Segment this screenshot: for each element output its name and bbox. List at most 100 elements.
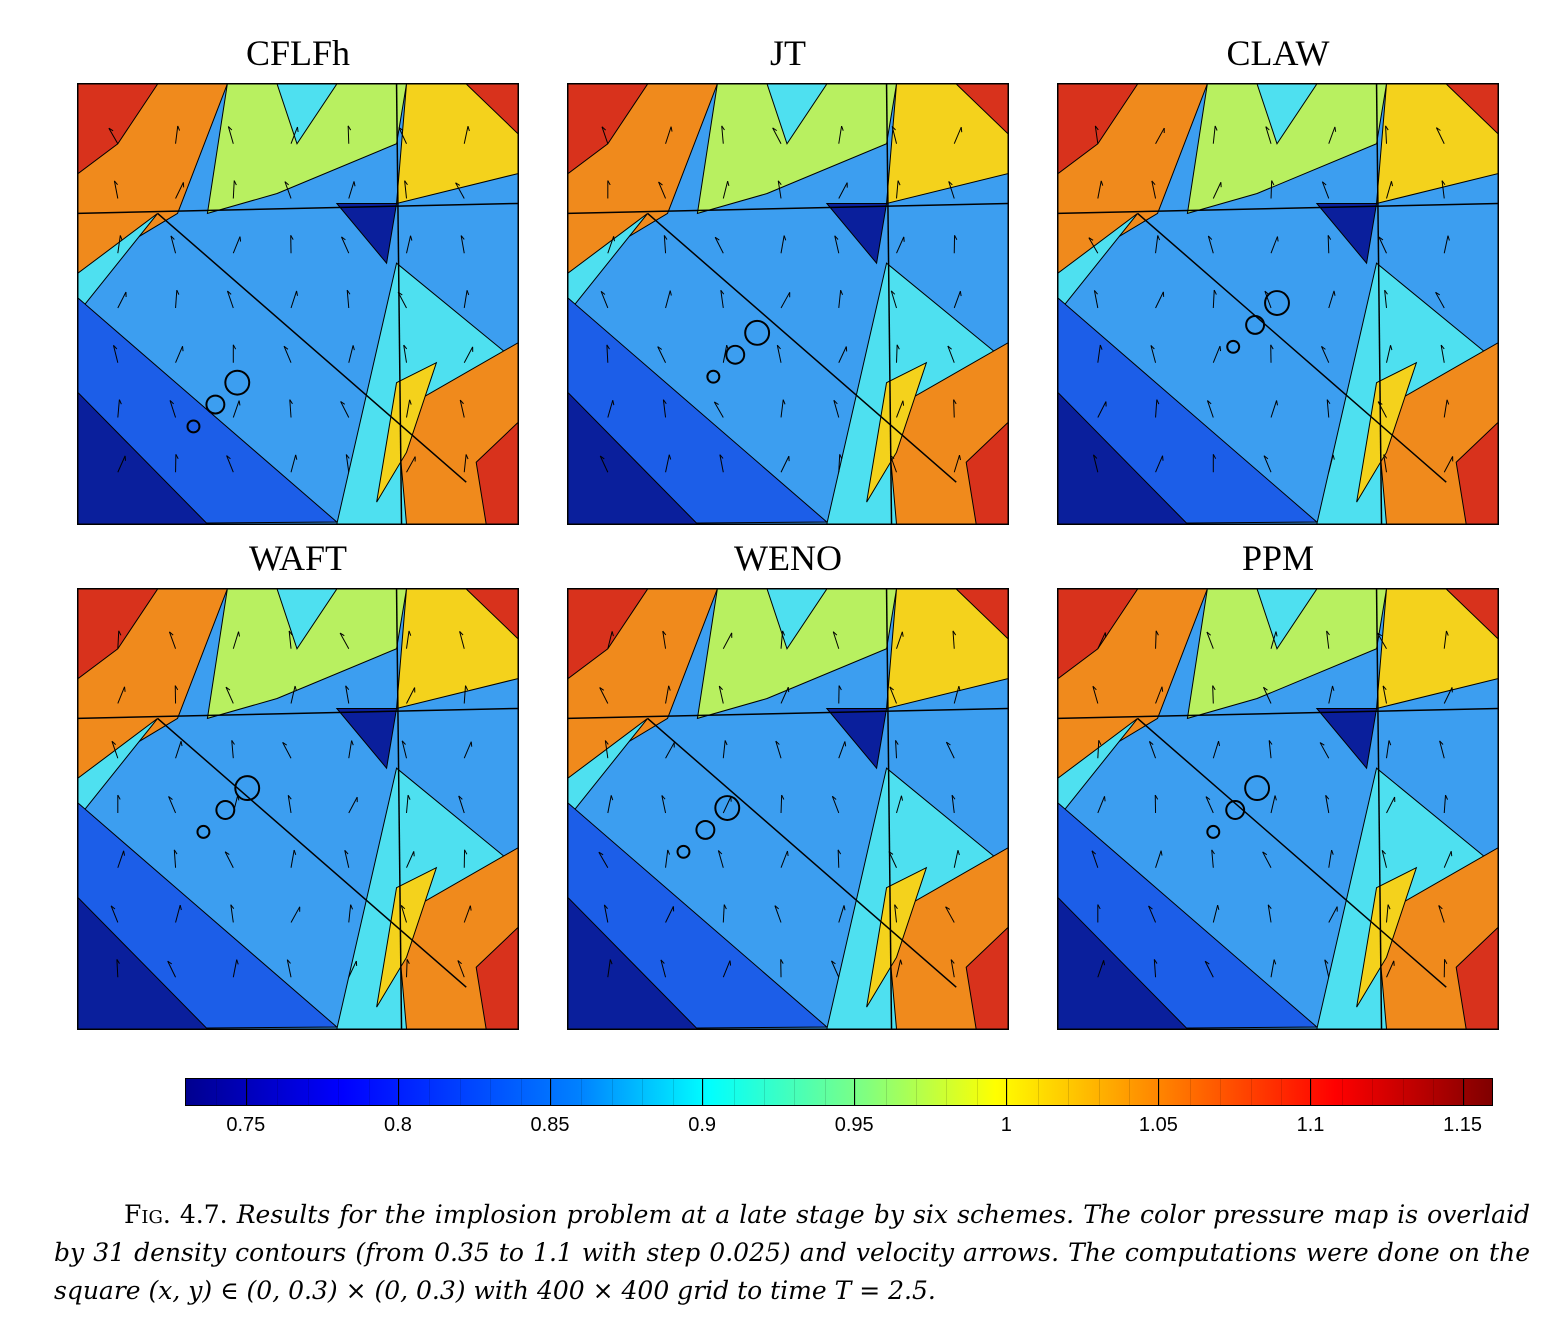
shock-line [885, 589, 893, 1029]
velocity-arrow-head [1153, 959, 1158, 964]
velocity-arrow [463, 905, 471, 923]
velocity-arrow [1150, 345, 1157, 363]
velocity-arrow-head [599, 687, 605, 691]
velocity-arrow-head [1444, 959, 1448, 964]
velocity-arrow-head [347, 125, 352, 131]
bottom-right-peak [1455, 421, 1498, 524]
velocity-arrow [406, 630, 410, 649]
velocity-arrow [657, 346, 667, 363]
velocity-arrow [1212, 904, 1219, 923]
bottom-right-band [376, 361, 438, 503]
velocity-arrow [1211, 849, 1214, 868]
velocity-arrow [1205, 796, 1214, 814]
velocity-arrow-head [1435, 291, 1441, 296]
velocity-arrow [722, 345, 728, 363]
caption-label: Fig. 4.7. [124, 1200, 228, 1229]
panel-title: CFLFh [245, 33, 351, 73]
velocity-arrow [348, 960, 357, 978]
velocity-arrow-head [1381, 850, 1386, 855]
velocity-arrow [226, 455, 234, 473]
velocity-arrow-head [888, 851, 894, 855]
velocity-arrow-head [662, 630, 667, 636]
velocity-arrow-head [119, 235, 123, 241]
velocity-arrow [290, 126, 298, 144]
top-band [1186, 589, 1388, 720]
velocity-arrow-head [662, 399, 667, 405]
velocity-arrow-head [668, 454, 672, 460]
velocity-arrow-head [1446, 399, 1450, 405]
velocity-arrow [1262, 851, 1272, 868]
velocity-arrow-head [404, 180, 408, 186]
velocity-arrow-head [226, 455, 231, 460]
velocity-arrow [722, 180, 729, 199]
velocity-arrow-head [718, 850, 723, 855]
velocity-arrow [167, 960, 177, 978]
velocity-arrow-head [720, 289, 725, 295]
velocity-arrow [661, 795, 667, 814]
velocity-arrow-head [339, 632, 345, 637]
jet-vortex [224, 369, 251, 396]
velocity-arrow [117, 850, 125, 868]
velocity-arrow-head [286, 959, 291, 964]
velocity-arrow [1212, 685, 1214, 704]
velocity-arrow-head [951, 794, 956, 800]
velocity-arrow-head [780, 959, 784, 964]
velocity-arrow [1088, 237, 1099, 254]
velocity-arrow [780, 399, 784, 418]
velocity-arrow [345, 454, 350, 473]
velocity-arrow [1265, 126, 1272, 144]
velocity-arrow-head [832, 795, 837, 800]
velocity-arrow [721, 125, 724, 144]
velocity-arrow-head [601, 126, 606, 131]
velocity-arrow [831, 796, 840, 814]
velocity-arrow-head [609, 959, 613, 965]
velocity-arrow-head [782, 630, 786, 636]
panel-title: CLAW [1226, 33, 1330, 73]
left-band [1058, 718, 1139, 819]
velocity-arrow [1386, 181, 1392, 199]
top-right-peak [465, 84, 518, 135]
velocity-arrow-head [230, 904, 235, 910]
top-wedge [276, 84, 338, 145]
velocity-arrow-head [902, 400, 905, 406]
velocity-arrow-head [901, 631, 904, 637]
velocity-arrow [406, 687, 416, 704]
jet-vortex [196, 824, 211, 839]
panel-ppm: PPM [1057, 538, 1499, 1030]
velocity-arrow-head [774, 905, 779, 910]
velocity-arrow-head [723, 904, 727, 910]
velocity-arrow [1093, 290, 1099, 309]
velocity-arrow [284, 181, 292, 199]
velocity-arrow [601, 126, 609, 144]
velocity-arrow [406, 795, 409, 814]
velocity-arrow [1155, 235, 1159, 254]
velocity-arrow [1328, 290, 1335, 309]
velocity-arrow-head [1092, 685, 1097, 691]
velocity-arrow [891, 126, 897, 144]
shock-line [78, 202, 518, 215]
shock-line [1137, 212, 1447, 483]
bottom-right-peak [475, 421, 518, 524]
velocity-arrow [117, 455, 126, 473]
velocity-arrow [953, 399, 955, 418]
velocity-arrow [348, 904, 352, 923]
velocity-arrow [1155, 455, 1164, 473]
velocity-arrow-head [714, 401, 719, 405]
velocity-arrow [1385, 125, 1388, 144]
bottom-right-peak [965, 926, 1008, 1029]
velocity-arrow-head [351, 740, 354, 746]
velocity-arrow [780, 795, 783, 813]
velocity-arrow [232, 400, 240, 418]
velocity-arrow-head [469, 905, 472, 911]
velocity-arrow [175, 741, 182, 759]
velocity-arrow-head [607, 180, 611, 186]
velocity-arrow [1148, 905, 1157, 923]
velocity-arrow [1091, 850, 1099, 868]
velocity-arrow-head [344, 849, 349, 855]
velocity-arrow-head [401, 740, 406, 745]
velocity-arrow-head [1099, 344, 1103, 350]
velocity-arrow-head [467, 126, 470, 132]
velocity-arrow [714, 237, 724, 254]
velocity-arrow-head [1218, 740, 1221, 747]
velocity-arrow [600, 291, 609, 309]
